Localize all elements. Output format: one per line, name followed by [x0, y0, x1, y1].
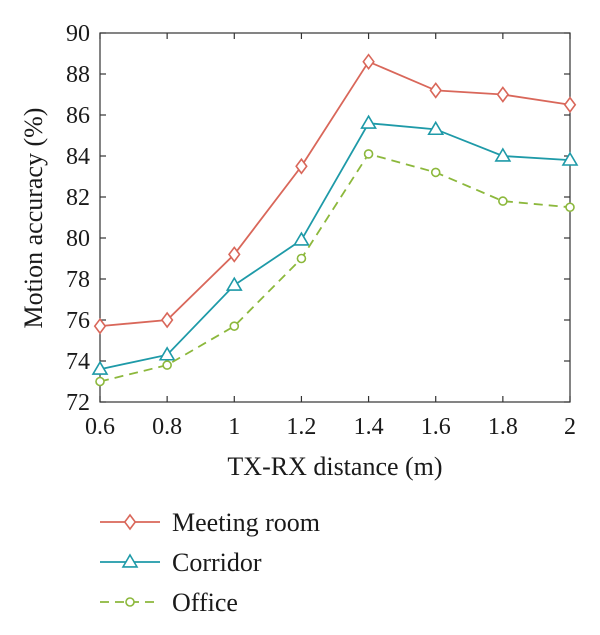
data-point-office	[363, 149, 374, 159]
y-tick-label: 88	[66, 62, 90, 88]
data-point-office	[296, 253, 307, 264]
legend-marker	[125, 597, 135, 607]
legend-item-office: Office	[100, 588, 238, 617]
x-tick-label: 0.8	[152, 414, 182, 440]
data-point-corridor	[91, 360, 109, 375]
x-tick-label: 0.6	[85, 414, 115, 440]
x-axis-label: TX-RX distance (m)	[227, 452, 442, 481]
legend-marker	[123, 513, 137, 531]
series-line-meeting-room	[99, 60, 571, 328]
data-point-meeting-room	[228, 246, 241, 263]
y-tick-label: 74	[66, 349, 90, 375]
data-point-office	[229, 321, 240, 331]
data-point-office	[95, 376, 105, 387]
y-tick-label: 82	[66, 185, 90, 211]
data-point-meeting-room	[429, 82, 442, 99]
data-point-meeting-room	[93, 317, 107, 335]
data-point-meeting-room	[160, 311, 174, 329]
legend-label: Office	[172, 588, 238, 617]
y-tick-label: 76	[66, 308, 90, 334]
data-point-meeting-room	[563, 96, 577, 114]
legend: Meeting room Corridor Office	[100, 508, 320, 617]
data-point-corridor	[293, 231, 310, 246]
data-point-corridor	[561, 151, 579, 166]
plot-frame	[99, 32, 571, 403]
series-meeting-room	[93, 53, 577, 335]
data-point-corridor	[494, 147, 512, 162]
x-tick-label: 1.8	[488, 414, 518, 440]
data-point-meeting-room	[362, 53, 375, 71]
axes: 0.6 0.8 1 1.2 1.4 1.6 1.8 2 72 74 76 78 80 82 84 86 88 90	[66, 21, 576, 440]
data-point-corridor	[225, 276, 243, 291]
y-tick-label: 90	[66, 21, 90, 47]
series-group	[91, 53, 579, 387]
series-line-corridor	[99, 122, 571, 371]
x-tick-label: 2	[564, 414, 576, 440]
series-line-office	[99, 152, 571, 383]
y-axis-label: Motion accuracy (%)	[19, 108, 48, 329]
data-point-meeting-room	[496, 86, 510, 103]
series-office	[95, 149, 575, 387]
legend-label: Corridor	[172, 548, 262, 577]
y-tick-label: 86	[66, 103, 90, 129]
y-tick-label: 80	[66, 226, 90, 252]
x-tick-label: 1.2	[286, 414, 316, 440]
series-corridor	[91, 114, 579, 375]
data-point-corridor	[158, 346, 176, 361]
data-point-corridor	[427, 120, 445, 136]
x-tick-label: 1.6	[421, 414, 451, 440]
legend-label: Meeting room	[172, 508, 320, 537]
data-point-office	[565, 202, 575, 213]
y-tick-label: 72	[66, 390, 90, 416]
y-tick-label: 84	[66, 144, 90, 170]
legend-item-corridor: Corridor	[100, 548, 262, 577]
data-point-corridor	[360, 114, 377, 129]
legend-item-meeting-room: Meeting room	[100, 508, 320, 537]
x-tick-label: 1	[228, 414, 240, 440]
legend-marker	[121, 553, 139, 568]
data-point-office	[162, 360, 172, 370]
data-point-office	[430, 167, 441, 178]
data-point-office	[498, 196, 508, 206]
x-tick-label: 1.4	[354, 414, 384, 440]
data-point-meeting-room	[295, 157, 308, 175]
y-tick-label: 78	[66, 267, 90, 293]
